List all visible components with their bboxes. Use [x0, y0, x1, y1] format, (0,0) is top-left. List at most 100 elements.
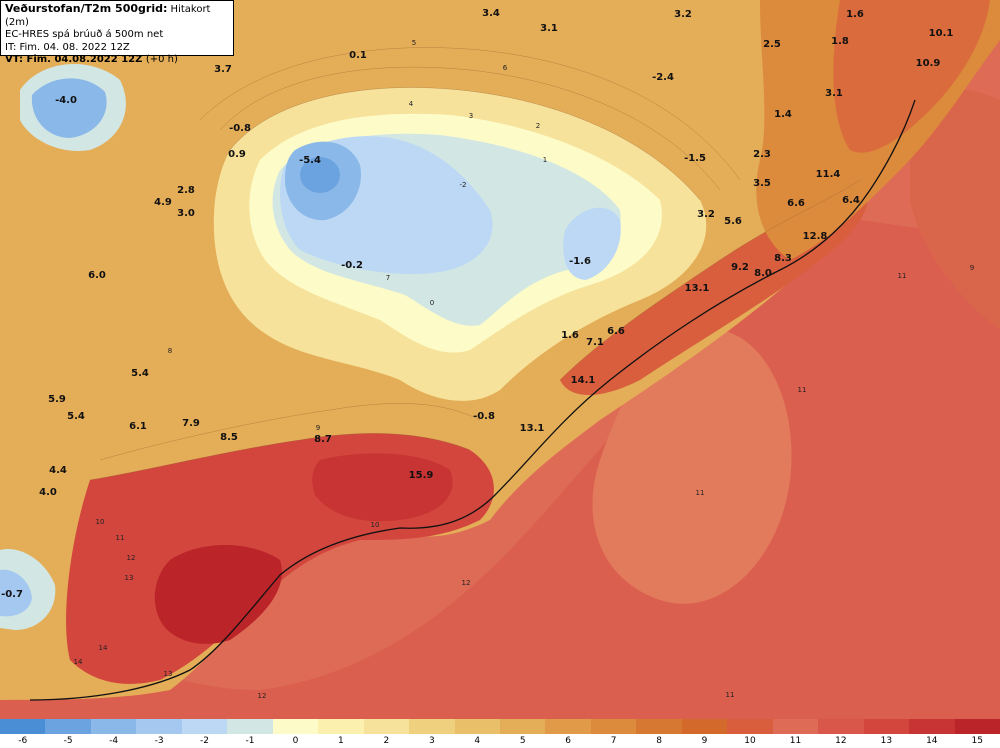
legend-swatch	[272, 719, 319, 734]
temperature-point-label: 4.4	[49, 465, 67, 476]
forecast-hour: (+0 h)	[145, 54, 178, 65]
legend-tick-label: 2	[383, 736, 390, 746]
valid-time: VT: Fim. 04.08.2022 12Z	[5, 54, 143, 65]
temperature-point-label: 7.9	[182, 418, 200, 429]
legend-swatch	[227, 719, 273, 734]
isoline-label: 11	[696, 489, 705, 497]
isoline-label: 12	[127, 554, 136, 562]
isoline-label: 14	[74, 658, 83, 666]
glacier-east-lobe	[563, 207, 621, 280]
temperature-point-label: 10.1	[929, 28, 954, 39]
temperature-point-label: 5.4	[67, 411, 85, 422]
legend-swatch	[636, 719, 682, 734]
legend-tick-label: 1	[338, 736, 344, 746]
temperature-point-label: 13.1	[685, 283, 710, 294]
temperature-point-label: -0.7	[1, 589, 23, 600]
temperature-point-label: 1.4	[774, 109, 792, 120]
legend-swatch	[863, 719, 910, 734]
temperature-point-label: 6.0	[88, 270, 106, 281]
legend-tick-label: 11	[789, 736, 802, 746]
temperature-point-label: 2.5	[763, 39, 781, 50]
isoline-label: 2	[536, 122, 540, 130]
temperature-point-label: 2.8	[177, 185, 195, 196]
temperature-point-label: 0.9	[228, 149, 246, 160]
temperature-point-label: 3.1	[540, 23, 558, 34]
legend-tick-label: -2	[200, 736, 210, 746]
temperature-point-label: 3.4	[482, 8, 500, 19]
legend-swatch	[499, 719, 546, 734]
temperature-point-label: 5.6	[724, 216, 742, 227]
temperature-point-label: -2.4	[652, 72, 674, 83]
temperature-point-label: 6.4	[842, 195, 860, 206]
isoline-labels: 12345678910111213140-2111112109111213141…	[74, 39, 975, 700]
temperature-point-label: 4.9	[154, 197, 172, 208]
temperature-point-label: 14.1	[571, 375, 596, 386]
legend-swatch	[818, 719, 864, 734]
temperature-point-label: 1.6	[846, 9, 864, 20]
temperature-point-label: 5.9	[48, 394, 66, 405]
isoline-label: 1	[543, 156, 547, 164]
temperature-point-label: 2.3	[753, 149, 771, 160]
temperature-point-label: 6.1	[129, 421, 147, 432]
legend-swatch	[318, 719, 364, 734]
isoline-label: 10	[96, 518, 105, 526]
temperature-points: -4.03.70.13.43.13.2 1.610.11.82.510.9-2.4…	[1, 8, 953, 600]
legend-tick-label: -3	[154, 736, 164, 746]
isoline-label: 3	[469, 112, 473, 120]
temperature-point-label: 6.6	[787, 198, 805, 209]
legend-tick-label: 8	[656, 736, 662, 746]
legend-tick-label: 6	[565, 736, 572, 746]
legend-swatch	[727, 719, 773, 734]
lowland-hottest	[154, 545, 282, 644]
legend-tick-label: 3	[428, 736, 435, 746]
legend-tick-label: 7	[610, 736, 617, 746]
initial-time: IT: Fim. 04. 08. 2022 12Z	[5, 41, 130, 53]
isoline-label: 13	[164, 670, 173, 678]
legend-tick-label: 15	[971, 736, 983, 746]
legend-swatch	[136, 719, 182, 734]
temperature-point-label: -0.8	[229, 123, 251, 134]
legend-swatch	[772, 719, 819, 734]
temperature-point-label: 3.2	[697, 209, 715, 220]
temperature-point-label: -1.5	[684, 153, 706, 164]
legend-swatch	[681, 719, 728, 734]
temperature-point-label: 8.3	[774, 253, 792, 264]
southwest-ice-cap-cold	[0, 569, 32, 617]
sea-cool-patch	[592, 329, 792, 604]
temperature-point-label: 9.2	[731, 262, 749, 273]
isoline-label: 9	[970, 264, 974, 272]
legend-swatch	[454, 719, 500, 734]
temperature-point-label: 3.0	[177, 208, 195, 219]
temperature-point-label: 6.6	[607, 326, 625, 337]
legend-tick-label: 14	[926, 736, 938, 746]
legend-tick-label: -1	[245, 736, 255, 746]
isoline-label: 0	[430, 299, 434, 307]
temperature-point-label: 13.1	[520, 423, 545, 434]
temperature-point-label: 8.0	[754, 268, 772, 279]
temperature-point-label: 12.8	[803, 231, 828, 242]
legend-swatch	[90, 719, 137, 734]
isoline-label: 5	[412, 39, 416, 47]
map-title-box: Veðurstofan/T2m 500grid: Hitakort (2m) E…	[0, 0, 234, 65]
isoline-label: 12	[258, 692, 267, 700]
coastline	[29, 99, 916, 701]
legend-swatch	[545, 719, 591, 734]
temperature-point-label: 3.7	[214, 64, 232, 75]
legend-swatch	[45, 719, 91, 734]
legend-tick-label: -6	[18, 736, 28, 746]
legend-tick-label: 0	[292, 736, 299, 746]
contour-lines	[89, 47, 861, 481]
isoline-label: 9	[316, 424, 320, 432]
legend-tick-label: 13	[880, 736, 893, 746]
legend-swatch	[181, 719, 228, 734]
isoline-label: 6	[503, 64, 508, 72]
isoline-label: 12	[462, 579, 471, 587]
isoline-label: 13	[125, 574, 134, 582]
temperature-point-label: 5.4	[131, 368, 149, 379]
temperature-point-label: 1.8	[831, 36, 849, 47]
northeast-fjord-warm	[833, 0, 990, 153]
map-title: Veðurstofan/T2m 500grid:	[5, 2, 168, 15]
temperature-point-label: 3.5	[753, 178, 771, 189]
legend-swatch	[909, 719, 955, 734]
temperature-point-label: 8.7	[314, 434, 332, 445]
